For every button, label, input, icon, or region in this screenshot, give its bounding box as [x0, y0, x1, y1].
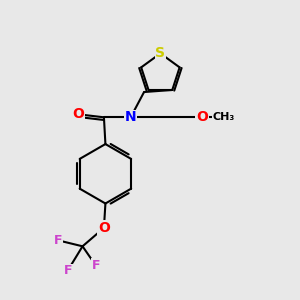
Text: O: O — [73, 107, 85, 121]
Text: S: S — [155, 46, 165, 60]
Text: O: O — [98, 221, 110, 235]
Text: F: F — [92, 259, 100, 272]
Text: F: F — [54, 234, 62, 247]
Text: F: F — [63, 264, 72, 277]
Text: CH₃: CH₃ — [212, 112, 235, 122]
Text: N: N — [125, 110, 136, 124]
Text: O: O — [196, 110, 208, 124]
